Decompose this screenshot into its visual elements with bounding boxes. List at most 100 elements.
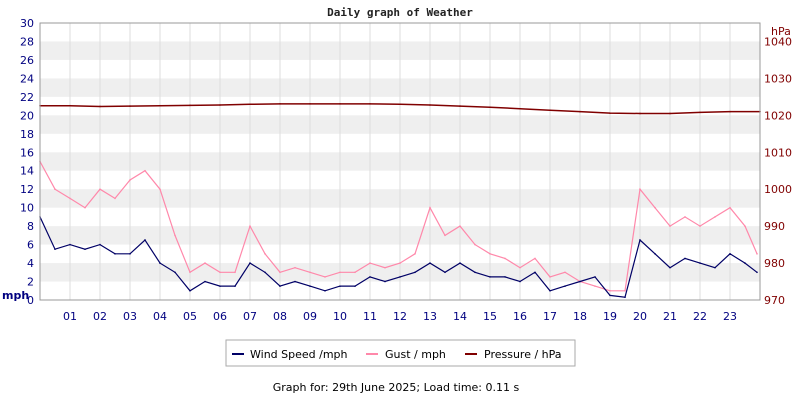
wind-speed-line-point [714,266,716,269]
x-axis-tick-label: 10 [333,310,347,323]
pressure-line-point [399,103,401,106]
wind-speed-line-point [729,253,731,255]
wind-speed-line-point [756,271,758,274]
right-axis-tick-label: 990 [764,220,785,233]
x-axis-tick-label: 22 [693,310,707,323]
gust-line-point [534,257,536,260]
right-axis-tick-label: 1000 [764,183,792,196]
footer-text: Graph for: 29th June 2025; Load time: 0.… [273,381,520,394]
gust-line-point [384,266,386,269]
gust-line-point [159,188,161,190]
gust-line-point [114,197,116,200]
left-axis-tick-label: 0 [27,294,34,307]
x-axis-tick-label: 20 [633,310,647,323]
right-axis-unit: hPa [771,25,791,38]
pressure-line-point [309,103,311,105]
gust-line-point [429,206,431,209]
wind-speed-line-point [744,262,746,264]
pressure-line-point [159,104,161,107]
wind-speed-line-point [519,280,521,283]
x-axis-tick-label: 23 [723,310,737,323]
wind-speed-line-point [444,271,446,274]
gust-line-point [249,225,251,227]
left-axis-tick-label: 28 [20,35,34,48]
left-axis-tick-label: 14 [20,165,34,178]
right-axis-tick-label: 1040 [764,35,792,48]
wind-speed-line-point [159,262,161,264]
gust-line-point [639,188,641,190]
gust-line-point [609,289,611,292]
x-axis-tick-label: 03 [123,310,137,323]
gust-line-point [279,271,281,274]
wind-speed-line-point [339,285,341,287]
wind-speed-line-point [324,289,326,292]
gust-line-point [99,188,101,190]
pressure-line-point [189,104,191,107]
gust-line-point [624,289,626,292]
wind-speed-line-point [459,262,461,264]
gust-line-point [594,285,596,287]
x-axis-tick-label: 15 [483,310,497,323]
wind-speed-line-point [69,243,71,246]
pressure-line-point [639,112,641,115]
wind-speed-line-point [654,253,656,255]
pressure-line-point [249,103,251,106]
x-axis-tick-label: 18 [573,310,587,323]
gust-line-point [204,262,206,264]
gust-line-point [504,257,506,260]
gust-line-point [564,271,566,274]
pressure-line-point [609,112,611,114]
pressure-line-point [369,103,371,105]
gust-line-point [756,253,758,255]
wind-speed-line-point [99,243,101,246]
wind-speed-line-point [204,280,206,283]
gust-line-point [129,179,131,181]
x-axis-ticks: 01 02 03 04 05 06 07 08 09 10 11 12 13 14 15 16 17 18 19 20… [63,310,737,323]
gust-line-point [234,271,236,274]
wind-speed-line-point [414,271,416,274]
gust-line-point [339,271,341,274]
wind-speed-line-point [114,253,116,255]
wind-speed-line-point [699,262,701,264]
right-axis-tick-label: 1030 [764,72,792,85]
pressure-line-point [669,112,671,115]
wind-speed-line-point [174,271,176,274]
gust-line-point [474,243,476,246]
pressure-line-point [489,106,491,109]
right-axis-ticks: 970 980 990 1000 1010 1020 1030 1040 [764,35,792,307]
gust-line-point [264,253,266,255]
gust-line-point [729,206,731,209]
x-axis-tick-label: 02 [93,310,107,323]
wind-speed-line-point [189,289,191,292]
x-axis-tick-label: 08 [273,310,287,323]
pressure-line-point [549,109,551,111]
gust-line-point [309,271,311,274]
legend-label-gust: Gust / mph [385,348,446,361]
gust-line-point [294,266,296,269]
gust-line-point [69,197,71,200]
gust-line-point [414,253,416,255]
wind-speed-line-point [264,271,266,274]
gust-line-point [714,216,716,218]
left-axis-tick-label: 20 [20,109,34,122]
wind-speed-line-point [234,285,236,287]
left-axis-tick-label: 22 [20,91,34,104]
gust-line-point [174,234,176,237]
wind-speed-line-point [294,280,296,283]
right-axis-tick-label: 980 [764,257,785,270]
wind-speed-line-point [609,294,611,297]
wind-speed-line-point [549,289,551,292]
wind-speed-line-point [399,276,401,278]
x-axis-tick-label: 11 [363,310,377,323]
wind-speed-line-point [129,253,131,255]
gust-line-point [354,271,356,274]
series-layer [39,103,761,299]
x-axis-tick-label: 13 [423,310,437,323]
pressure-line-point [519,107,521,110]
left-axis-tick-label: 16 [20,146,34,159]
left-axis-tick-label: 6 [27,239,34,252]
left-axis-tick-label: 10 [20,202,34,215]
wind-speed-line-point [474,271,476,274]
